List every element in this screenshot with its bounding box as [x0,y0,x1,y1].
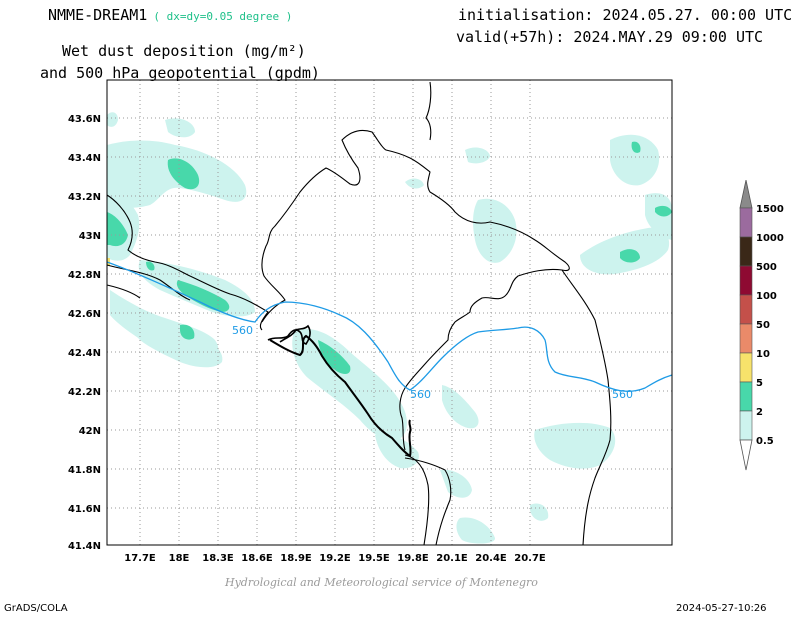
colorbar-label: 5 [756,378,763,389]
latitude-tick-label: 41.4N [68,541,101,552]
colorbar-segment [739,207,753,238]
map-frame [106,79,673,546]
longitude-tick-label: 18.9E [280,553,312,564]
variable-title-line1: Wet dust deposition (mg/m²) [62,42,306,60]
dust-shading-medium [107,141,672,374]
latitude-tick-label: 41.8N [68,465,101,476]
model-resolution: ( dx=dy=0.05 degree ) [153,10,293,23]
longitude-labels: 17.7E 18E 18.3E 18.6E 18.9E 19.2E 19.5E 19.8E 20… [124,553,546,564]
latitude-tick-label: 41.6N [68,504,101,515]
coastline [269,334,412,458]
colorbar-segment [739,410,753,441]
longitude-tick-label: 20.7E [514,553,546,564]
contour-label: 560 [232,324,253,337]
latitude-tick-label: 43N [79,231,101,242]
colorbar-label: 0.5 [756,436,774,447]
colorbar-segment [739,323,753,354]
colorbar-segment [739,265,753,296]
longitude-tick-label: 20.4E [475,553,507,564]
latitude-tick-label: 43.4N [68,153,101,164]
footer-timestamp: 2024-05-27-10:26 [676,603,767,614]
geopotential-contour-560 [106,261,673,392]
variable-title-line2: and 500 hPa geopotential (gpdm) [40,64,320,82]
longitude-tick-label: 18E [169,553,190,564]
initialisation-time: initialisation: 2024.05.27. 00:00 UTC [458,6,793,24]
colorbar-label: 1500 [756,204,784,215]
latitude-tick-label: 43.2N [68,192,101,203]
latitude-labels: 43.6N 43.4N 43.2N 43N 42.8N 42.6N 42.4N 42.2N 42… [68,114,101,552]
credit-line: Hydrological and Meteorological service … [225,576,538,589]
longitude-tick-label: 17.7E [124,553,156,564]
colorbar-label: 500 [756,262,777,273]
colorbar-segment [739,439,753,471]
colorbar-label: 10 [756,349,770,360]
bay-of-kotor [267,324,311,345]
contour-label: 560 [612,388,633,401]
colorbar-label: 100 [756,291,777,302]
colorbar-label: 1000 [756,233,784,244]
latitude-tick-label: 42N [79,426,101,437]
latitude-tick-label: 43.6N [68,114,101,125]
contour-label: 560 [410,388,431,401]
longitude-tick-label: 19.5E [358,553,390,564]
valid-time: valid(+57h): 2024.MAY.29 09:00 UTC [456,28,764,46]
longitude-tick-label: 18.6E [241,553,273,564]
colorbar-label: 2 [756,407,763,418]
colorbar-segment [739,381,753,412]
colorbar-segment [739,236,753,267]
model-title: NMME-DREAM1 ( dx=dy=0.05 degree ) [48,6,292,24]
model-name: NMME-DREAM1 [48,6,148,24]
colorbar-segment [739,352,753,383]
latitude-tick-label: 42.6N [68,309,101,320]
longitude-tick-label: 19.8E [397,553,429,564]
colorbar-legend: 0.5 2 5 10 50 100 500 1000 1500 [739,180,784,471]
footer-software: GrADS/COLA [4,603,68,614]
latitude-tick-label: 42.8N [68,270,101,281]
longitude-tick-label: 18.3E [202,553,234,564]
latitude-tick-label: 42.2N [68,387,101,398]
contour-labels: 560 560 560 [232,324,633,401]
colorbar-segment [739,180,753,209]
longitude-tick-label: 20.1E [436,553,468,564]
colorbar-label: 50 [756,320,770,331]
longitude-tick-label: 19.2E [319,553,351,564]
colorbar-segment [739,294,753,325]
latitude-tick-label: 42.4N [68,348,101,359]
